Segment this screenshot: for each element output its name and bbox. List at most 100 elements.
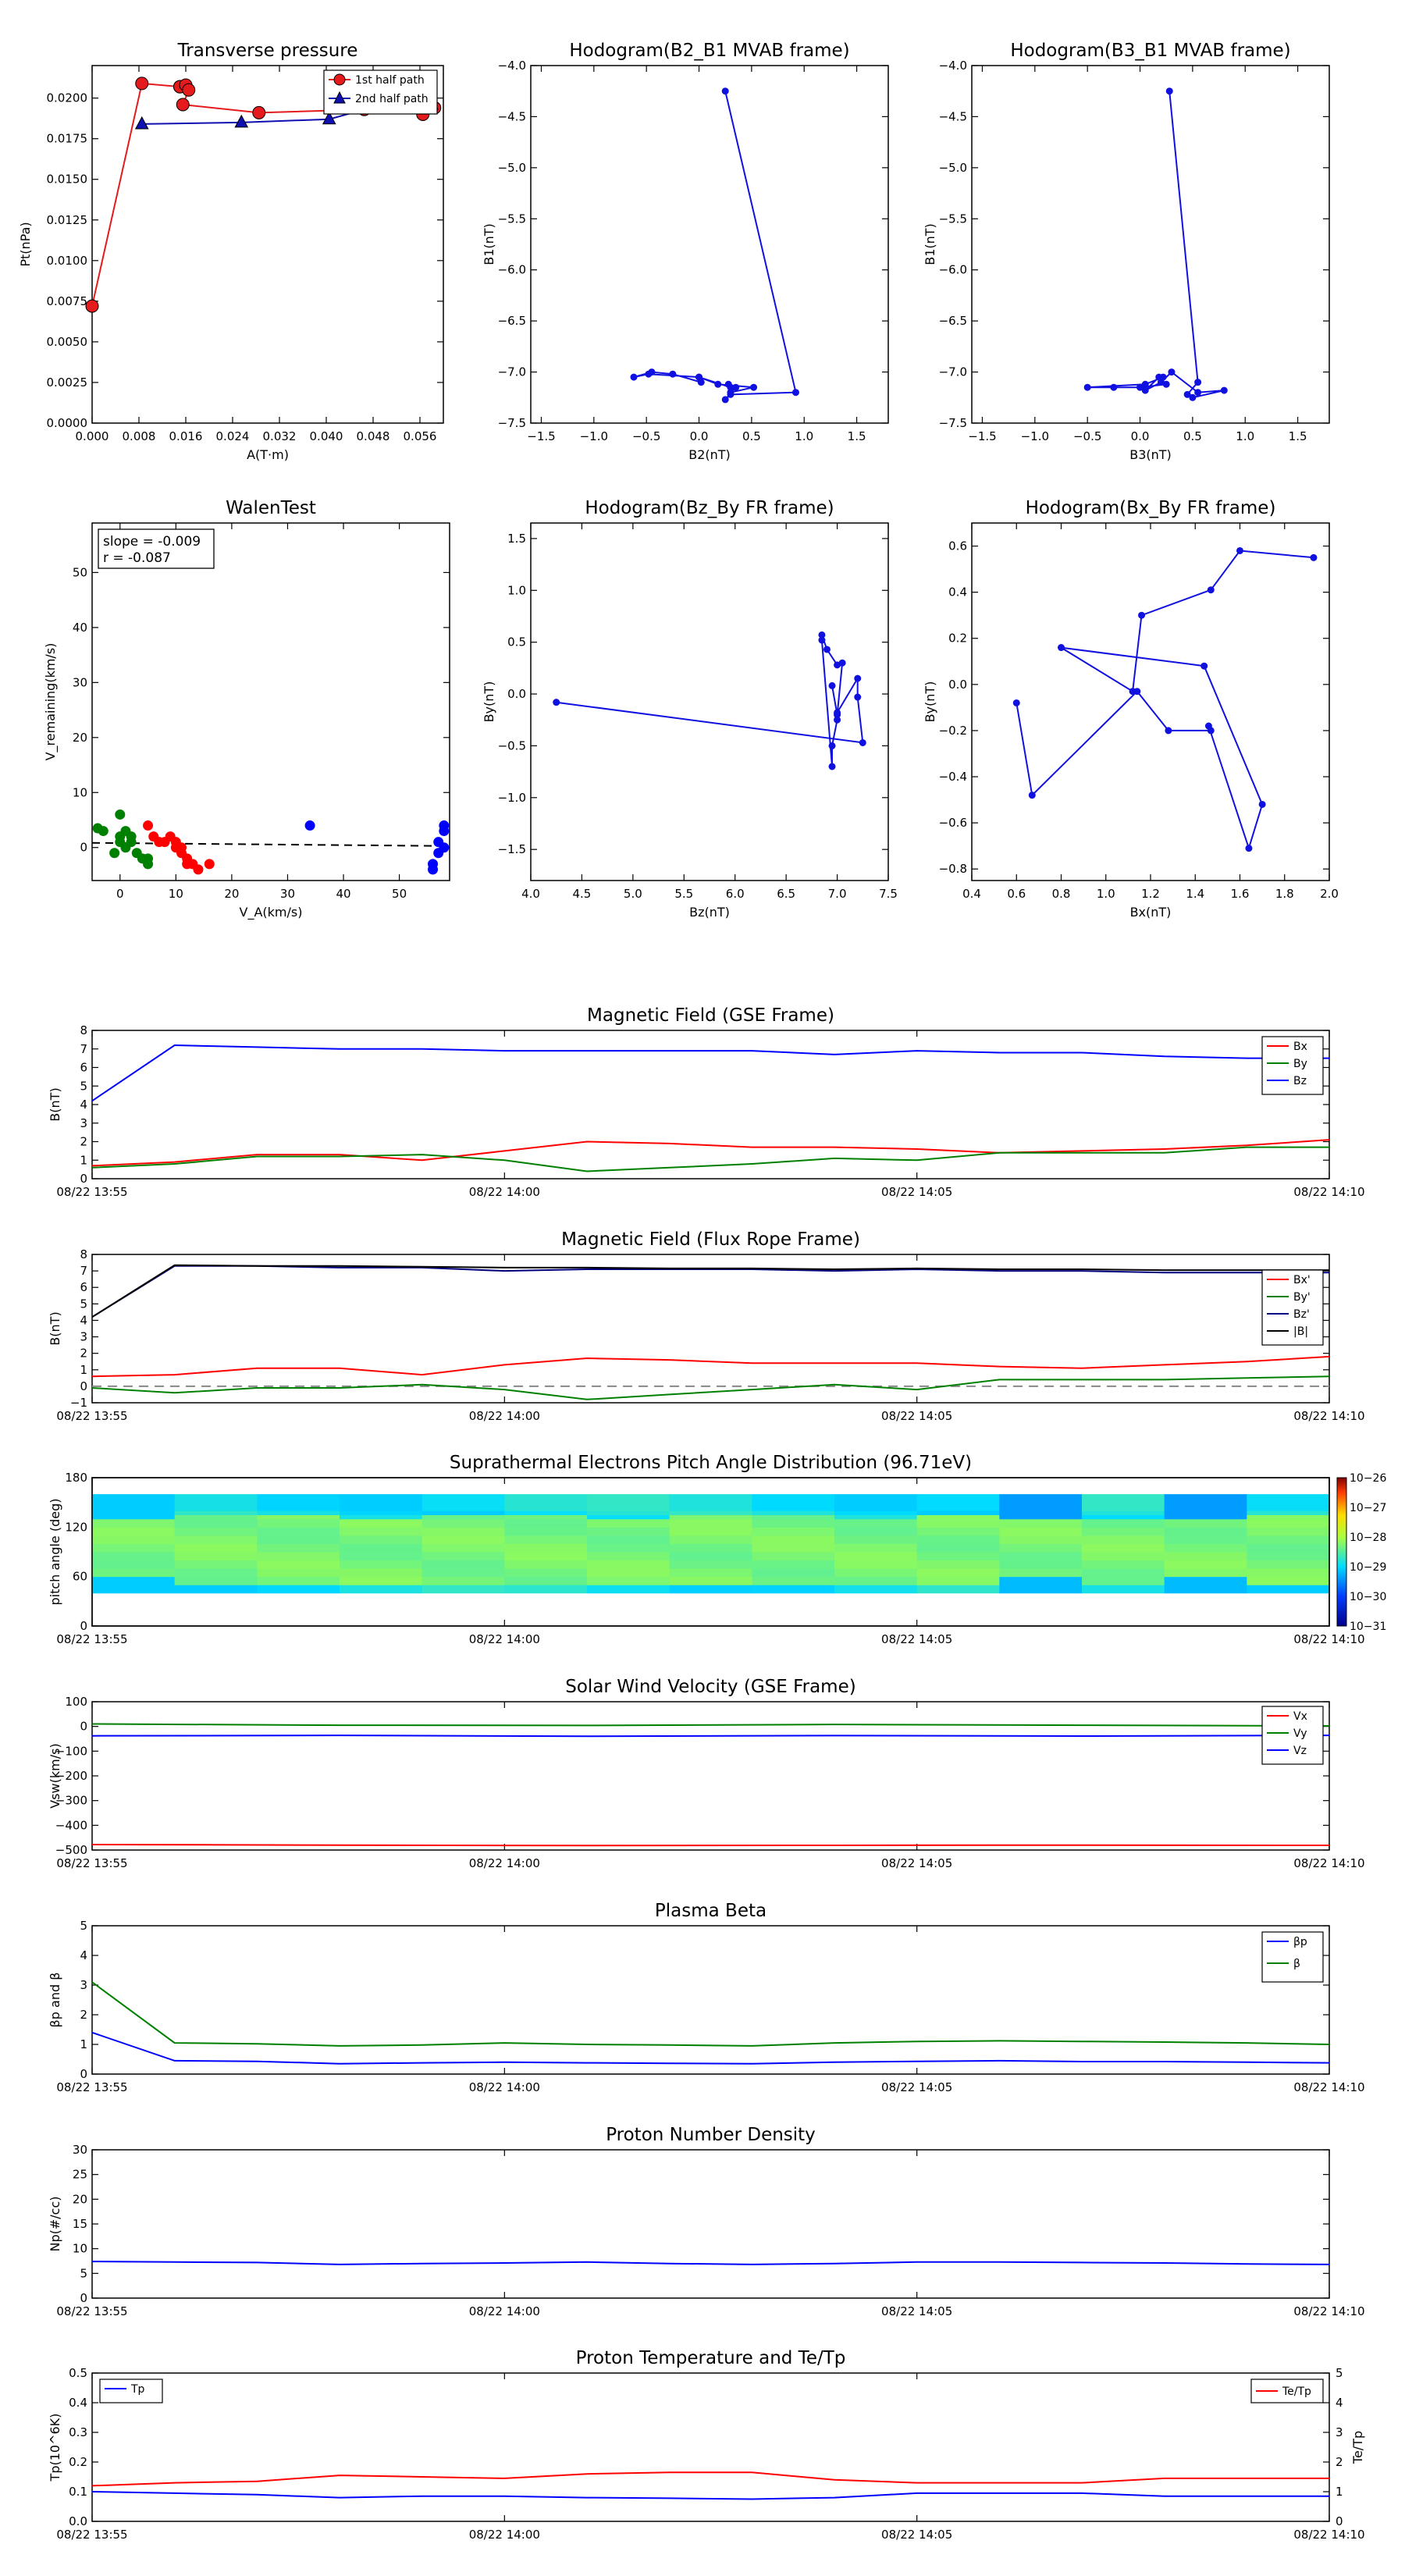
x-tick-label: 08/22 14:00 xyxy=(469,2528,540,2542)
heatmap-cell xyxy=(504,1535,588,1544)
chart-title: Hodogram(Bx_By FR frame) xyxy=(1026,498,1276,518)
heatmap-cell xyxy=(1082,1576,1165,1585)
series-line xyxy=(91,1139,1330,1167)
x-tick-label: 1.5 xyxy=(848,429,866,443)
data-point xyxy=(1159,373,1167,381)
x-tick-label: 08/22 13:55 xyxy=(56,1185,127,1199)
heatmap-cell xyxy=(587,1543,670,1553)
y-tick-label: 0.0 xyxy=(948,678,967,692)
heatmap-cell xyxy=(1247,1560,1330,1569)
data-point xyxy=(1136,383,1144,391)
plot-frame xyxy=(530,522,889,881)
chart-title: Hodogram(Bz_By FR frame) xyxy=(585,498,834,518)
x-tick-label: 0.0 xyxy=(690,429,709,443)
x-tick-label: 1.4 xyxy=(1186,887,1204,901)
y-axis-label: By(nT) xyxy=(923,681,937,723)
data-point xyxy=(126,837,137,848)
y-axis-label: By(nT) xyxy=(482,681,496,723)
data-point xyxy=(182,83,196,97)
x-tick-label: 0.008 xyxy=(123,429,156,443)
heatmap-cell xyxy=(587,1535,670,1544)
y-tick-label: 0.0150 xyxy=(47,173,88,187)
y-tick-label: −7.5 xyxy=(498,416,526,430)
heatmap-cell xyxy=(1082,1535,1165,1544)
y-tick-label: −5.5 xyxy=(939,212,967,226)
heatmap-cell xyxy=(422,1543,505,1553)
heatmap-cell xyxy=(752,1560,835,1569)
x-tick-label: 7.5 xyxy=(879,887,898,901)
y-tick-label: −200 xyxy=(55,1769,87,1783)
heatmap-cell xyxy=(916,1527,1000,1536)
x-tick-label: 08/22 14:10 xyxy=(1293,1856,1364,1870)
heatmap-cell xyxy=(752,1518,835,1528)
y-tick-label: 3 xyxy=(80,1978,87,1992)
plot-frame xyxy=(91,1701,1330,1851)
x-tick-label: 08/22 14:10 xyxy=(1293,1409,1364,1423)
x-tick-label: 08/22 14:10 xyxy=(1293,2304,1364,2318)
x-tick-label: −1.0 xyxy=(1021,429,1049,443)
panel-hzy: Hodogram(Bz_By FR frame) 4.0 4.5 5.0 5.5 6.0 6… xyxy=(482,498,898,920)
heatmap-cell xyxy=(834,1543,918,1553)
heatmap-cell xyxy=(834,1510,918,1515)
data-point xyxy=(1162,380,1170,388)
x-tick-label: 2.0 xyxy=(1320,887,1339,901)
x-tick-label: 08/22 14:00 xyxy=(469,1409,540,1423)
heatmap-cell xyxy=(1082,1585,1165,1594)
x-tick-label: −0.5 xyxy=(632,429,660,443)
heatmap-cell xyxy=(340,1527,423,1536)
heatmap-cell xyxy=(340,1552,423,1561)
data-point xyxy=(439,842,450,853)
y-tick-label: −100 xyxy=(55,1744,87,1758)
heatmap-cell xyxy=(999,1543,1083,1553)
x-tick-label: 08/22 14:10 xyxy=(1293,1632,1364,1646)
heatmap-cell xyxy=(916,1518,1000,1528)
heatmap-cell xyxy=(834,1568,918,1578)
x-tick-label: 08/22 14:00 xyxy=(469,2080,540,2094)
legend-label: |B| xyxy=(1293,1325,1308,1338)
data-point xyxy=(1258,800,1266,808)
data-point xyxy=(428,864,439,875)
colorbar-tick-label: 10−31 xyxy=(1350,1621,1386,1633)
x-tick-label: 5.0 xyxy=(624,887,642,901)
y-tick-label: 0.0 xyxy=(69,2514,87,2528)
panel-walen: WalenTest 0 10 20 30 40 50 0 10 20 30 40 50 V_A(km/s)… xyxy=(43,498,450,920)
data-point xyxy=(85,299,99,313)
heatmap-cell xyxy=(422,1552,505,1561)
x-tick-label: 1.0 xyxy=(1236,429,1254,443)
heatmap-cell xyxy=(92,1514,176,1520)
heatmap-cell xyxy=(916,1568,1000,1578)
legend-label: Vz xyxy=(1293,1745,1307,1757)
heatmap-cell xyxy=(669,1527,752,1536)
heatmap-cell xyxy=(257,1527,340,1536)
y-tick-label: 60 xyxy=(73,1570,87,1584)
heatmap-cell xyxy=(1164,1527,1247,1536)
heatmap-cell xyxy=(422,1535,505,1544)
data-point xyxy=(143,820,154,831)
y-tick-label: 1.5 xyxy=(507,532,526,546)
x-tick-label: 08/22 14:05 xyxy=(881,2528,952,2542)
legend-box xyxy=(1261,1269,1324,1346)
y-tick-label: 0 xyxy=(80,1720,87,1734)
heatmap-cell xyxy=(504,1543,588,1553)
heatmap-cell xyxy=(1164,1535,1247,1544)
heatmap-cell xyxy=(669,1560,752,1569)
panel-beta: Plasma Beta 08/22 13:55 08/22 14:00 08/22 1… xyxy=(48,1901,1365,2094)
heatmap-cell xyxy=(92,1527,176,1536)
data-point xyxy=(92,823,103,834)
heatmap-cell xyxy=(504,1494,588,1511)
legend-label: By' xyxy=(1293,1291,1311,1304)
data-point xyxy=(1165,727,1172,735)
x-tick-label: 08/22 13:55 xyxy=(56,2080,127,2094)
y-tick-label: 0.6 xyxy=(948,539,967,553)
y-tick-label: 7 xyxy=(80,1042,87,1056)
x-tick-label: 0.6 xyxy=(1007,887,1026,901)
heatmap-cell xyxy=(1247,1518,1330,1528)
x-tick-label: 6.5 xyxy=(777,887,795,901)
legend-label: By xyxy=(1293,1058,1307,1070)
heatmap-cell xyxy=(1164,1568,1247,1578)
panel-mffr: Magnetic Field (Flux Rope Frame) 08/22 13… xyxy=(48,1229,1365,1423)
heatmap-cell xyxy=(422,1560,505,1569)
heatmap-cell xyxy=(92,1518,176,1528)
x-tick-label: 08/22 14:10 xyxy=(1293,2528,1364,2542)
